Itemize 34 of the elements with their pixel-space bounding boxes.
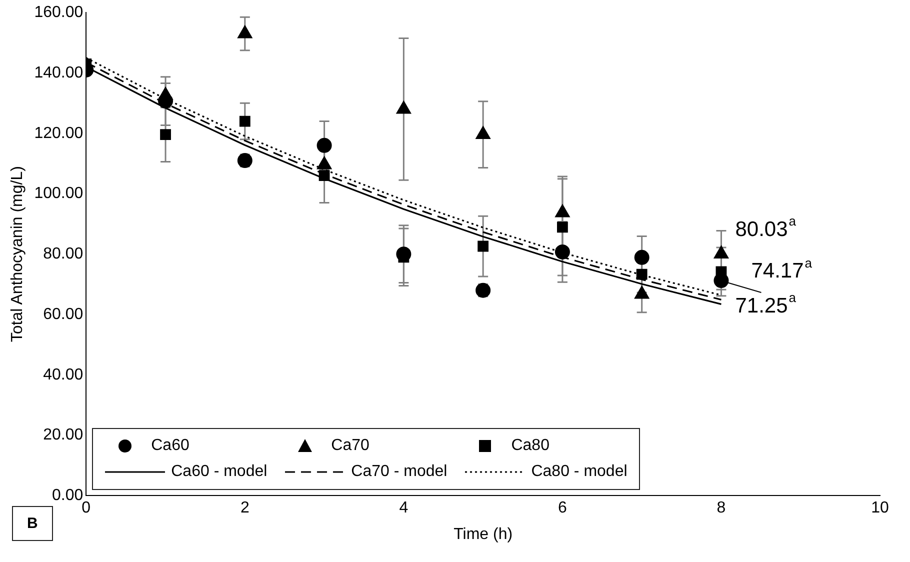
- legend-label: Ca70: [331, 436, 370, 455]
- point: [239, 116, 250, 127]
- x-tick-label: 10: [871, 500, 889, 517]
- point: [318, 170, 330, 182]
- y-tick-label: 140.00: [34, 64, 84, 82]
- point: [554, 244, 570, 260]
- x-tick-label: 6: [558, 500, 567, 517]
- x-tick-label: 2: [240, 500, 250, 517]
- legend-label: Ca60 - model: [171, 462, 268, 481]
- point: [557, 222, 568, 233]
- text: B: [12, 506, 53, 541]
- x-tick-label: 8: [716, 500, 726, 517]
- x-axis-title: Time (h): [454, 526, 513, 543]
- legend-label: Ca60: [151, 436, 190, 455]
- legend-label: Ca70 - model: [351, 462, 448, 481]
- y-tick-label: 60.00: [43, 306, 84, 323]
- legend-label: Ca80 - model: [531, 462, 628, 481]
- point: [634, 250, 650, 265]
- y-axis-title: Total Anthocyanin (mg/L): [9, 166, 26, 342]
- legend-label: Ca80: [511, 436, 550, 455]
- y-tick-label: 160.00: [34, 4, 84, 22]
- point: [158, 94, 174, 109]
- y-tick-label: 0.00: [52, 487, 84, 504]
- point: [316, 138, 332, 153]
- y-tick-label: 100.00: [34, 185, 84, 202]
- y-tick-label: 20.00: [43, 426, 84, 444]
- point: [636, 268, 648, 280]
- x-tick-label: 0: [82, 500, 91, 517]
- x-tick-label: 4: [399, 500, 408, 517]
- y-tick-label: 120.00: [34, 124, 84, 142]
- y-tick-label: 80.00: [43, 246, 84, 263]
- y-tick-label: 40.00: [43, 366, 84, 384]
- point: [160, 129, 171, 140]
- point: [478, 240, 489, 252]
